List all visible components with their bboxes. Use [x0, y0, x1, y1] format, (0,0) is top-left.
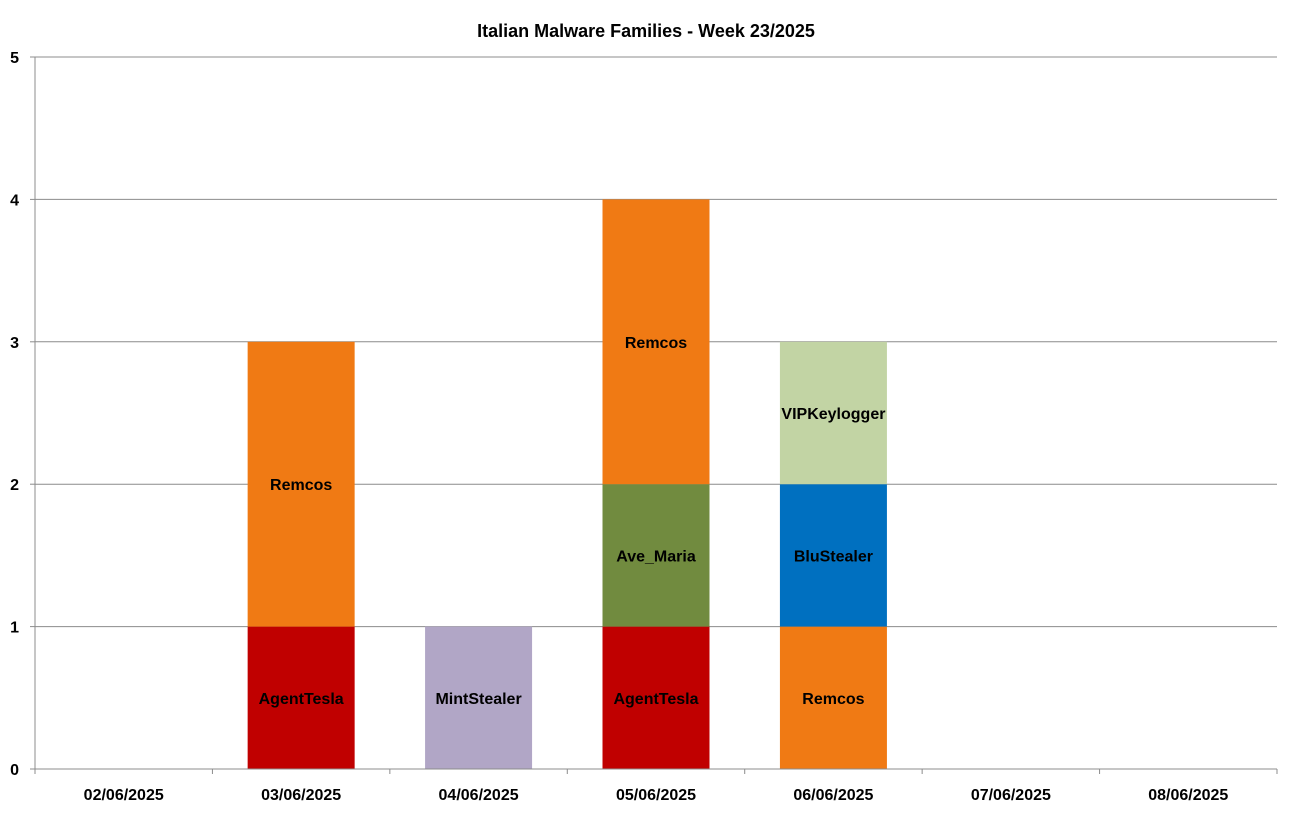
y-tick-label: 1	[10, 620, 19, 637]
bar-segment-label: Remcos	[802, 691, 864, 708]
bar-segment-blustealer	[779, 484, 887, 627]
axes	[30, 56, 1278, 774]
y-tick-label: 5	[10, 50, 19, 67]
bar-segment-label: Ave_Maria	[616, 548, 696, 565]
x-tick-label: 07/06/2025	[971, 787, 1051, 804]
x-tick-label: 08/06/2025	[1148, 787, 1228, 804]
bar-segment-mintstealer	[425, 626, 533, 769]
x-tick-label: 04/06/2025	[439, 787, 519, 804]
bar-segment-vipkeylogger	[779, 341, 887, 485]
x-tick-label: 03/06/2025	[261, 787, 341, 804]
labels: 0 1 2 3 4 5 AgentTesla Remcos MintStealer AgentTe…	[10, 50, 1228, 804]
y-tick-label: 4	[10, 192, 19, 209]
bar-segment-label: BluStealer	[794, 548, 873, 565]
bar-segment-remcos	[779, 626, 887, 769]
bar-segment-label: Remcos	[625, 335, 687, 352]
chart-title: Italian Malware Families - Week 23/2025	[477, 21, 815, 41]
x-tick-label: 06/06/2025	[793, 787, 873, 804]
bar-segment-ave-maria	[602, 484, 710, 627]
y-tick-label: 0	[10, 762, 19, 779]
y-tick-label: 2	[10, 477, 19, 494]
bar-segment-label: AgentTesla	[613, 691, 698, 708]
bar-segment-label: AgentTesla	[259, 691, 344, 708]
bar-segment-remcos	[247, 341, 355, 627]
bar-segment-label: VIPKeylogger	[781, 406, 885, 423]
bars	[247, 199, 887, 769]
bar-segment-agenttesla	[602, 626, 710, 769]
x-tick-label: 05/06/2025	[616, 787, 696, 804]
bar-segment-label: MintStealer	[435, 691, 521, 708]
bar-segment-label: Remcos	[270, 477, 332, 494]
x-tick-label: 02/06/2025	[84, 787, 164, 804]
bar-segment-agenttesla	[247, 626, 355, 769]
y-tick-label: 3	[10, 335, 19, 352]
bar-segment-remcos	[602, 199, 710, 485]
